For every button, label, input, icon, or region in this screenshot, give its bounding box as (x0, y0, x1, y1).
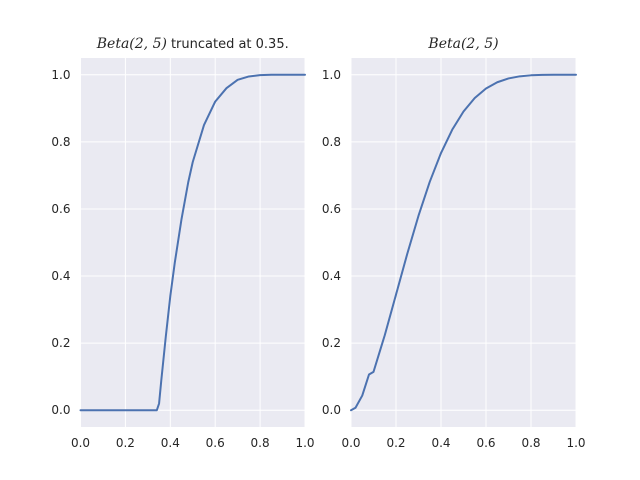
y-tick-label: 1.0 (51, 68, 70, 82)
x-tick-label: 0.6 (206, 436, 225, 450)
x-tick-label: 0.2 (386, 436, 405, 450)
y-tick-label: 0.6 (51, 202, 70, 216)
series-line (350, 73, 577, 412)
x-tick-label: 0.8 (521, 436, 540, 450)
x-tick-label: 0.2 (116, 436, 135, 450)
x-tick-label: 0.0 (341, 436, 360, 450)
x-tick-label: 0.4 (431, 436, 450, 450)
plot-area (351, 58, 576, 427)
right-subplot: 0.0 0.2 0.4 0.6 0.8 1.0 0.0 0.2 0.4 0.6 0.8 1.0 Beta… (322, 36, 586, 450)
y-tick-label: 0.8 (51, 135, 70, 149)
x-tick-label: 0.0 (71, 436, 90, 450)
chart-title: Beta(2, 5) truncated at 0.35. (96, 36, 289, 52)
y-tick-label: 0.4 (51, 269, 70, 283)
left-subplot: 0.0 0.2 0.4 0.6 0.8 1.0 0.0 0.2 0.4 0.6 0.8 1.0 Beta… (51, 36, 314, 450)
x-tick-label: 0.8 (251, 436, 270, 450)
x-tick-label: 1.0 (295, 436, 314, 450)
title-suffix: truncated at 0.35. (171, 37, 289, 52)
y-tick-label: 0.0 (51, 403, 70, 417)
y-tick-label: 0.6 (322, 202, 341, 216)
y-tick-label: 0.4 (322, 269, 341, 283)
title-math: Beta(2, 5) (427, 36, 498, 52)
y-tick-label: 0.8 (322, 135, 341, 149)
y-tick-label: 0.0 (322, 403, 341, 417)
x-tick-label: 0.4 (161, 436, 180, 450)
y-tick-label: 0.2 (322, 336, 341, 350)
x-tick-label: 1.0 (566, 436, 585, 450)
y-tick-label: 0.2 (51, 336, 70, 350)
title-math: Beta(2, 5) (96, 36, 167, 52)
y-tick-label: 1.0 (322, 68, 341, 82)
chart-title: Beta(2, 5) (427, 36, 498, 52)
plot-area (80, 58, 305, 427)
series-line (79, 73, 306, 412)
x-tick-label: 0.6 (476, 436, 495, 450)
